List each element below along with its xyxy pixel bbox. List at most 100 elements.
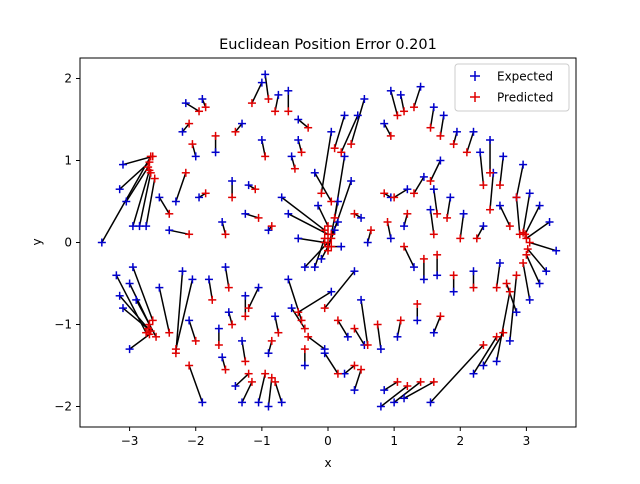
predicted-point [413, 300, 422, 308]
expected-point [426, 205, 435, 214]
expected-point [330, 226, 339, 235]
predicted-point [400, 242, 409, 251]
predicted-point [505, 287, 514, 296]
predicted-point [396, 316, 405, 325]
predicted-point [320, 226, 329, 235]
predicted-point [523, 245, 532, 254]
expected-series [97, 70, 561, 411]
predicted-point [426, 123, 435, 132]
predicted-point [150, 174, 159, 183]
predicted-point [409, 103, 418, 112]
error-line [129, 333, 150, 350]
predicted-point [267, 222, 276, 231]
error-line [298, 237, 325, 244]
predicted-point [181, 168, 190, 177]
predicted-point [251, 185, 260, 194]
x-tick-label: 0 [324, 434, 332, 448]
predicted-point [519, 259, 528, 267]
expected-point [333, 218, 342, 226]
expected-point [284, 86, 293, 95]
expected-point [125, 345, 134, 354]
expected-point [452, 127, 461, 136]
predicted-point [505, 222, 514, 231]
expected-point [545, 218, 554, 226]
predicted-point [522, 250, 531, 259]
error-line [175, 271, 184, 354]
legend-expected-marker [470, 71, 480, 81]
predicted-point [512, 193, 521, 202]
expected-point [204, 275, 213, 284]
predicted-point [297, 316, 306, 325]
predicted-point [492, 283, 501, 292]
expected-point [486, 136, 495, 144]
predicted-point [479, 341, 488, 349]
expected-point [155, 193, 164, 202]
predicted-point [436, 131, 445, 140]
predicted-point [386, 131, 395, 140]
expected-point [525, 295, 534, 304]
expected-point [231, 382, 240, 390]
expected-point [264, 349, 273, 358]
expected-point [390, 398, 399, 407]
expected-point [552, 246, 561, 255]
predicted-point [479, 181, 488, 190]
expected-point [439, 111, 448, 120]
expected-point [271, 312, 280, 321]
predicted-point [449, 140, 458, 149]
predicted-point [304, 332, 313, 341]
expected-point [413, 316, 422, 325]
expected-point [469, 369, 478, 378]
predicted-point [330, 213, 339, 222]
expected-point [519, 160, 528, 169]
predicted-point [456, 234, 465, 243]
error-line [290, 307, 306, 330]
predicted-point [267, 373, 276, 382]
expected-point [310, 168, 319, 177]
expected-point [264, 226, 273, 235]
error-line [390, 90, 399, 116]
predicted-point [231, 127, 240, 136]
expected-point [512, 308, 521, 317]
predicted-point [264, 95, 273, 103]
expected-point [476, 148, 485, 157]
expected-point [254, 398, 263, 407]
predicted-point [324, 242, 332, 251]
predicted-point [433, 250, 442, 259]
expected-point [125, 279, 134, 288]
error-line [429, 344, 484, 403]
expected-point [386, 234, 395, 243]
predicted-point [449, 271, 458, 280]
predicted-point [333, 369, 342, 378]
predicted-point [247, 377, 256, 386]
x-axis: −3 −2 −1 0 1 2 3 [121, 427, 530, 448]
expected-point [284, 209, 293, 218]
predicted-point [145, 158, 154, 167]
predicted-point [171, 345, 180, 354]
error-line [175, 279, 194, 350]
error-line [482, 332, 504, 366]
expected-point [535, 279, 544, 288]
expected-point [419, 172, 428, 181]
error-line [509, 275, 518, 341]
error-line [499, 205, 511, 227]
expected-point [449, 287, 458, 296]
error-line [324, 270, 356, 309]
expected-point [165, 226, 174, 235]
predicted-point [320, 304, 329, 313]
expected-point [241, 209, 250, 218]
error-line [522, 262, 531, 301]
legend: Expected Predicted [454, 63, 570, 112]
error-line [393, 381, 422, 403]
error-line [340, 115, 359, 153]
expected-point [238, 119, 247, 128]
error-line [314, 172, 332, 202]
x-axis-label: x [324, 456, 331, 470]
error-line [333, 115, 346, 149]
predicted-point [165, 209, 174, 218]
expected-point [277, 193, 286, 202]
error-line [527, 248, 547, 272]
y-tick-label: −2 [54, 400, 72, 414]
expected-point [340, 152, 349, 161]
error-line [429, 209, 435, 235]
predicted-point [337, 148, 346, 157]
